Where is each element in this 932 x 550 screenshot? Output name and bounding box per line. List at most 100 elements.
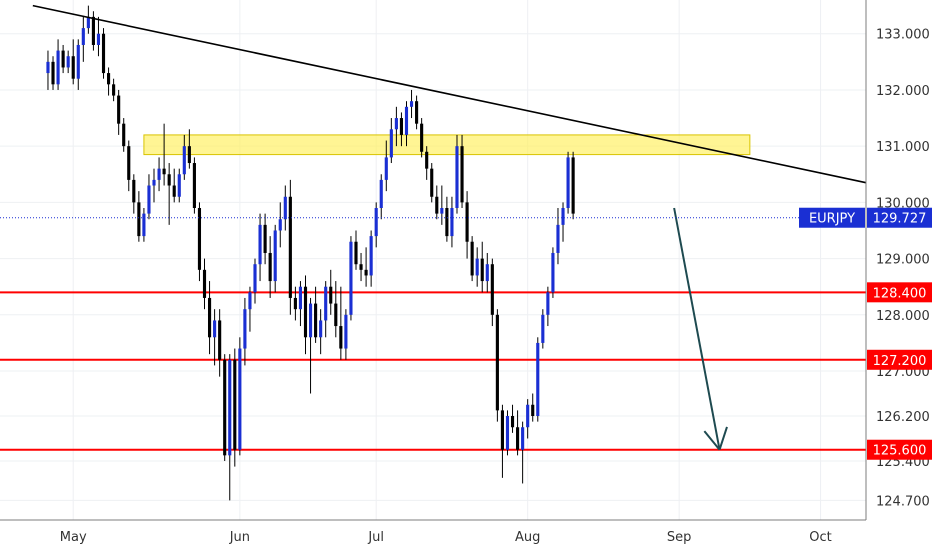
candle-body [490,264,494,315]
trendline-layer [32,4,867,184]
candle-body [404,106,409,135]
candle-body [228,359,232,456]
candle-body [202,269,207,298]
resistance-zone-layer [143,134,751,156]
candle-body [445,208,449,237]
candle-body [536,342,540,416]
symbol-label: EURJPY [809,212,855,227]
candle-body [298,286,303,310]
candle-body [46,61,50,74]
candle-body [334,303,338,327]
price-labels: 128.400 127.200 125.600 EURJPY 129.727 [799,207,932,460]
candle-body [475,258,479,276]
candle-body [344,314,348,349]
candle-body [81,28,85,45]
level-price-label: 125.600 [873,444,927,459]
candle-body [182,146,186,175]
resistance-zone [143,134,751,156]
projection-arrow-head [703,430,721,451]
current-price-label: 129.727 [873,212,927,227]
candle-body [399,118,404,135]
candle-body [76,44,80,79]
candle-body [460,146,464,203]
time-axis[interactable]: May Jun Jul Aug Sep Oct [60,530,832,545]
candle-body [455,146,459,208]
grid [0,0,866,520]
candle-body [339,326,343,349]
level-price-label-box [867,349,932,370]
candle-body [364,269,368,276]
candle-body [566,157,570,208]
candle-body [218,320,222,360]
symbol-label-box [799,207,865,228]
level-price-label-box [867,439,932,460]
candle-body [314,303,318,338]
candle-body [243,309,247,349]
candle-body [213,320,217,338]
candle-body [425,151,429,169]
candle-body [223,359,227,456]
candle-body [480,258,484,282]
candle-body [485,264,489,282]
candle-body [96,33,101,45]
candle-body [541,314,545,343]
candle-body [435,196,439,214]
candle-body [233,359,237,450]
time-tick-label: Jun [229,530,250,545]
candle-body [177,174,181,197]
support-levels [0,291,866,451]
candle-body [117,95,121,124]
time-tick-label: May [60,530,87,545]
candle-body [505,416,510,450]
candle-body [440,208,444,214]
candles [46,5,575,501]
candle-body [500,410,504,450]
candle-body [207,297,212,338]
candle-body [167,174,171,186]
candle-body [521,427,525,450]
candle-body [384,157,388,180]
candle-body [258,224,262,265]
candle-body [430,168,434,197]
candle-body [248,292,252,310]
candle-body [465,202,469,242]
candle-body [379,179,383,208]
candle-body [107,73,111,85]
candle-body [278,219,282,231]
candle-body [374,208,378,237]
candle-body [187,146,191,164]
level-price-label-box [867,282,932,303]
candle-body [101,33,106,74]
candle-body [389,129,393,158]
candle-body [137,202,141,237]
candle-body [516,427,520,450]
candle-body [354,241,358,265]
level-price-label: 128.400 [873,286,927,301]
price-tick-label: 130.000 [876,196,930,211]
candle-body [394,118,398,130]
price-tick-label: 126.200 [876,410,930,425]
candle-body [86,16,90,29]
price-tick-label: 128.000 [876,309,930,324]
projection-arrow-layer [673,207,728,451]
candle-body [197,208,202,270]
candle-body [561,208,565,225]
candle-body [359,264,363,270]
candle-body [571,157,575,214]
candle-body [308,303,313,338]
projection-arrow-head [718,426,728,451]
price-axis-background [866,0,932,520]
time-tick-label: Oct [809,530,831,545]
candle-body [319,320,323,338]
candle-body [253,264,257,293]
candle-body [152,179,156,186]
candle-body [172,185,176,197]
projection-arrow [673,207,721,450]
candle-body [556,224,560,253]
candle-body [510,416,515,428]
price-tick-label: 132.000 [876,84,930,99]
candle-body [369,236,373,276]
current-price-label-box [867,207,932,228]
price-tick-label: 131.000 [876,140,930,155]
